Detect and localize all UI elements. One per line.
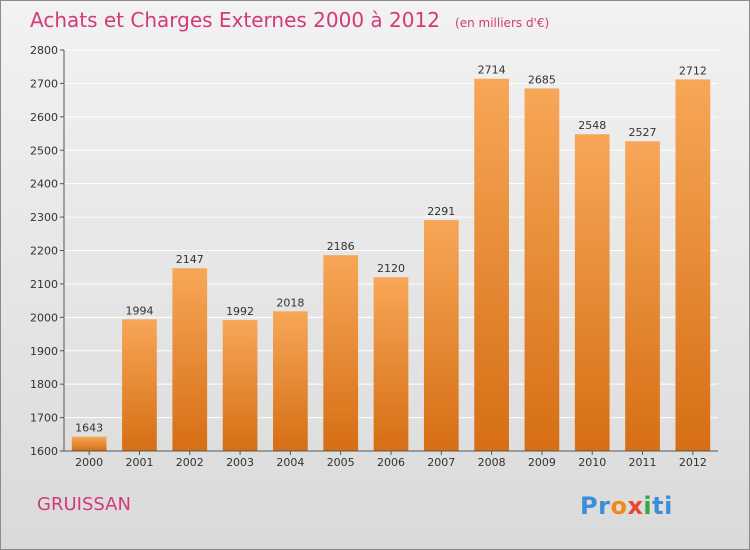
y-tick-label: 1800 (30, 378, 58, 391)
logo-letters-1: o (610, 492, 628, 520)
y-tick-label: 2200 (30, 245, 58, 258)
proxiti-logo: Proxiti (580, 492, 673, 520)
y-tick-label: 1600 (30, 445, 58, 458)
logo-letters-2: x (627, 492, 644, 520)
value-label: 1992 (226, 305, 254, 318)
bar (122, 319, 157, 451)
x-tick-label: 2005 (327, 456, 355, 469)
bar (625, 141, 660, 452)
bar (574, 134, 610, 451)
x-tick-label: 2009 (528, 456, 556, 469)
y-tick-label: 2300 (30, 211, 58, 224)
chart-title-block: Achats et Charges Externes 2000 à 2012 (… (30, 8, 549, 32)
y-tick-label: 2400 (30, 178, 58, 191)
value-label: 2714 (478, 64, 506, 77)
x-tick-label: 2012 (679, 456, 707, 469)
value-label: 2186 (327, 240, 355, 253)
bar (675, 79, 711, 451)
bar (474, 78, 509, 451)
y-tick-label: 1900 (30, 345, 58, 358)
bar (273, 311, 308, 451)
y-tick-label: 2000 (30, 311, 58, 324)
value-label: 2147 (176, 253, 204, 266)
x-tick-label: 2002 (176, 456, 204, 469)
value-label: 2018 (276, 296, 304, 309)
chart-unit: (en milliers d'€) (455, 16, 550, 30)
value-label: 2712 (679, 64, 707, 77)
city-name: GRUISSAN (37, 494, 131, 515)
x-tick-label: 2000 (75, 456, 103, 469)
x-tick-label: 2006 (377, 456, 405, 469)
y-tick-label: 2700 (30, 77, 58, 90)
x-tick-label: 2004 (276, 456, 304, 469)
value-label: 2120 (377, 262, 405, 275)
y-tick-label: 2800 (30, 44, 58, 57)
x-tick-label: 2007 (427, 456, 455, 469)
value-label: 2548 (578, 119, 606, 132)
value-label: 1643 (75, 422, 103, 435)
value-label: 2685 (528, 73, 556, 86)
value-label: 1994 (125, 304, 153, 317)
y-tick-label: 2500 (30, 144, 58, 157)
x-tick-label: 2008 (478, 456, 506, 469)
bar (323, 255, 359, 451)
y-tick-label: 2100 (30, 278, 58, 291)
y-tick-label: 1700 (30, 412, 58, 425)
bar (222, 320, 258, 451)
x-tick-label: 2011 (629, 456, 657, 469)
value-label: 2291 (427, 205, 455, 218)
value-label: 2527 (629, 126, 657, 139)
logo-letters-4: ti (652, 492, 673, 520)
bar (524, 88, 560, 451)
bar (423, 220, 459, 451)
bar (373, 277, 409, 451)
bar (172, 268, 208, 451)
x-tick-label: 2001 (125, 456, 153, 469)
logo-letters-3: i (643, 492, 653, 520)
y-tick-label: 2600 (30, 111, 58, 124)
x-tick-label: 2010 (578, 456, 606, 469)
chart-title: Achats et Charges Externes 2000 à 2012 (30, 8, 440, 32)
logo-letters-0: Pr (580, 492, 611, 520)
bar (71, 436, 107, 451)
x-tick-label: 2003 (226, 456, 254, 469)
